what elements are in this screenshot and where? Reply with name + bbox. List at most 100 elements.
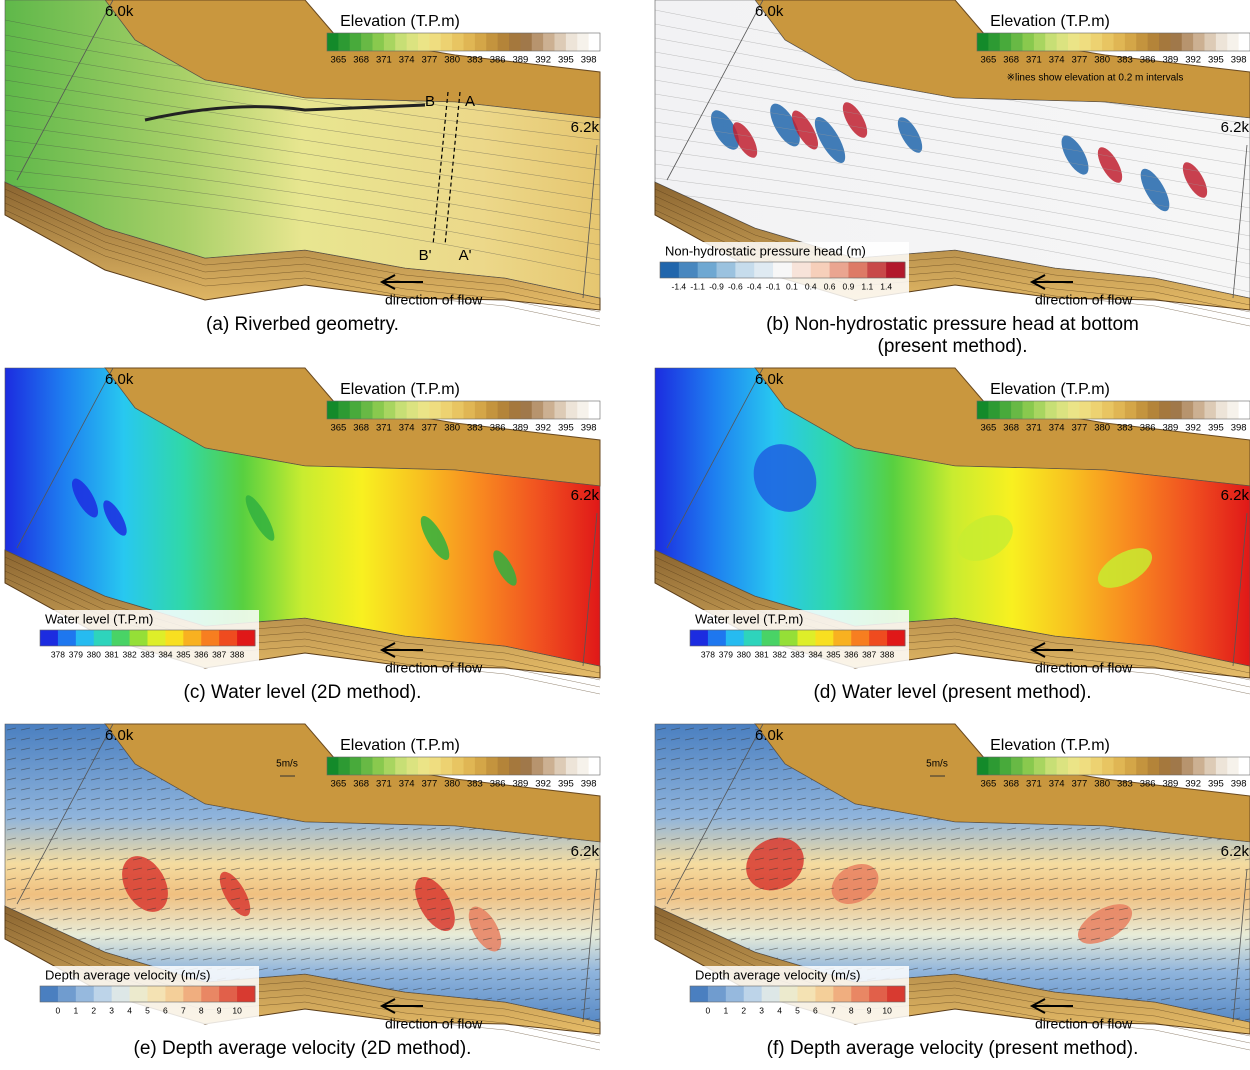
colorbar-cell [1170,757,1182,775]
colorbar-cell [148,986,166,1002]
colorbar-cell [350,401,362,419]
colorbar-cell [395,33,407,51]
colorbar-cell [1068,757,1080,775]
colorbar-tick: 392 [1185,55,1201,66]
colorbar-tick: 365 [330,55,346,66]
note: ※lines show elevation at 0.2 m intervals [1007,73,1184,84]
colorbar-tick: 389 [512,55,528,66]
colorbar-tick: 379 [69,649,83,659]
colorbar-cell [1170,401,1182,419]
km-label: 6.2k [1221,843,1250,860]
panel: 6.0k6.2kElevation (T.P.m)365368371374377… [5,368,600,703]
km-label: 6.2k [571,119,600,136]
colorbar-tick: 383 [1117,55,1133,66]
colorbar-tick: 395 [1208,55,1224,66]
colorbar-cell [1000,33,1012,51]
colorbar-cell [532,401,544,419]
colorbar-tick: -1.1 [690,281,705,291]
colorbar-cell [58,630,76,646]
colorbar-cell [1182,401,1194,419]
colorbar-tick: 5 [145,1005,150,1015]
colorbar-cell [1136,757,1148,775]
colorbar-cell [1125,401,1137,419]
colorbar-tick: 368 [353,55,369,66]
colorbar-cell [1136,401,1148,419]
colorbar-cell [1193,401,1205,419]
colorbar-cell [1045,401,1057,419]
colorbar-tick: 365 [980,423,996,434]
km-label: 6.0k [755,3,784,20]
colorbar-tick: 368 [1003,55,1019,66]
km-label: 6.2k [1221,487,1250,504]
colorbar-cell [395,757,407,775]
colorbar-cell [1182,33,1194,51]
colorbar-tick: 368 [353,779,369,790]
colorbar-cell [1193,33,1205,51]
colorbar-tick: 383 [467,423,483,434]
colorbar-cell [679,262,698,278]
colorbar-tick: -0.6 [728,281,743,291]
colorbar-tick: 383 [1117,423,1133,434]
colorbar-cell [407,33,419,51]
colorbar-cell [792,262,811,278]
colorbar-cell [475,757,487,775]
colorbar-cell [441,757,453,775]
colorbar-cell [762,630,780,646]
colorbar-cell [509,757,521,775]
colorbar-tick: 388 [880,649,894,659]
colorbar-cell [798,630,816,646]
colorbar-tick: 387 [212,649,226,659]
colorbar-cell [589,757,601,775]
km-label: 6.0k [755,727,784,744]
colorbar-cell [762,986,780,1002]
colorbar-tick: 392 [1185,779,1201,790]
colorbar-cell [509,33,521,51]
colorbar-tick: 386 [844,649,858,659]
colorbar-cell [1068,33,1080,51]
colorbar-tick: 389 [1162,55,1178,66]
colorbar-tick: 371 [1026,55,1042,66]
colorbar-cell [237,986,255,1002]
colorbar-tick: 1 [73,1005,78,1015]
colorbar-cell [429,33,441,51]
colorbar-cell [395,401,407,419]
colorbar-tick: 395 [1208,423,1224,434]
colorbar-cell [532,757,544,775]
colorbar-tick: 374 [1049,423,1065,434]
colorbar-tick: 1.4 [880,281,892,291]
colorbar-tick: 1 [723,1005,728,1015]
km-label: 6.2k [1221,119,1250,136]
colorbar-cell [977,401,989,419]
colorbar-cell [452,757,464,775]
colorbar-cell [475,33,487,51]
colorbar-cell [112,630,130,646]
colorbar-cell [130,630,148,646]
colorbar-cell [509,401,521,419]
colorbar-tick: 386 [490,423,506,434]
colorbar-tick: 4 [777,1005,782,1015]
colorbar-cell [327,33,339,51]
caption: (b) Non-hydrostatic pressure head at bot… [766,314,1139,335]
colorbar-cell [327,401,339,419]
caption: (d) Water level (present method). [813,682,1091,703]
colorbar-cell [851,986,869,1002]
colorbar-tick: 386 [1140,55,1156,66]
colorbar-cell [452,33,464,51]
colorbar-cell [464,401,476,419]
colorbar-cell [498,33,510,51]
section-label: B' [419,247,432,264]
colorbar-cell [1227,757,1239,775]
colorbar-cell [754,262,773,278]
colorbar-tick: 382 [772,649,786,659]
flow-label: direction of flow [1035,660,1133,676]
colorbar-tick: 10 [232,1005,242,1015]
colorbar-cell [1205,757,1217,775]
colorbar-cell [464,33,476,51]
caption: (present method). [878,336,1028,357]
colorbar-cell [988,33,1000,51]
colorbar-tick: 380 [737,649,751,659]
colorbar-cell [338,401,350,419]
colorbar-cell [441,401,453,419]
colorbar-cell [498,401,510,419]
